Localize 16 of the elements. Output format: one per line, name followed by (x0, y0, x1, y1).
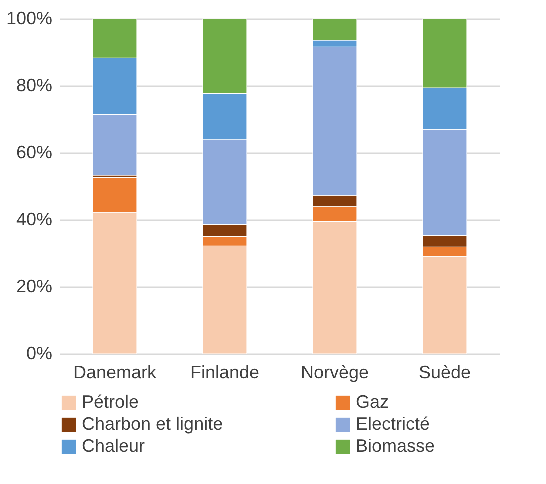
legend-label: Chaleur (82, 436, 146, 456)
legend-label: Gaz (356, 392, 390, 412)
x-tick-label: Danemark (73, 362, 158, 382)
legend-label: Charbon et lignite (82, 414, 224, 434)
legend-label: Pétrole (82, 392, 140, 412)
y-tick-label: 0% (26, 344, 52, 364)
y-tick-label: 60% (16, 142, 52, 162)
x-tick-label: Norvège (300, 362, 370, 382)
y-tick-label: 100% (6, 8, 52, 28)
y-tick-label: 20% (16, 276, 52, 296)
legend-label: Biomasse (356, 436, 436, 456)
y-tick-label: 40% (16, 210, 52, 230)
y-tick-label: 80% (16, 76, 52, 96)
x-tick-label: Finlande (190, 362, 260, 382)
legend-label: Electricté (356, 414, 430, 434)
x-tick-label: Suède (418, 362, 472, 382)
